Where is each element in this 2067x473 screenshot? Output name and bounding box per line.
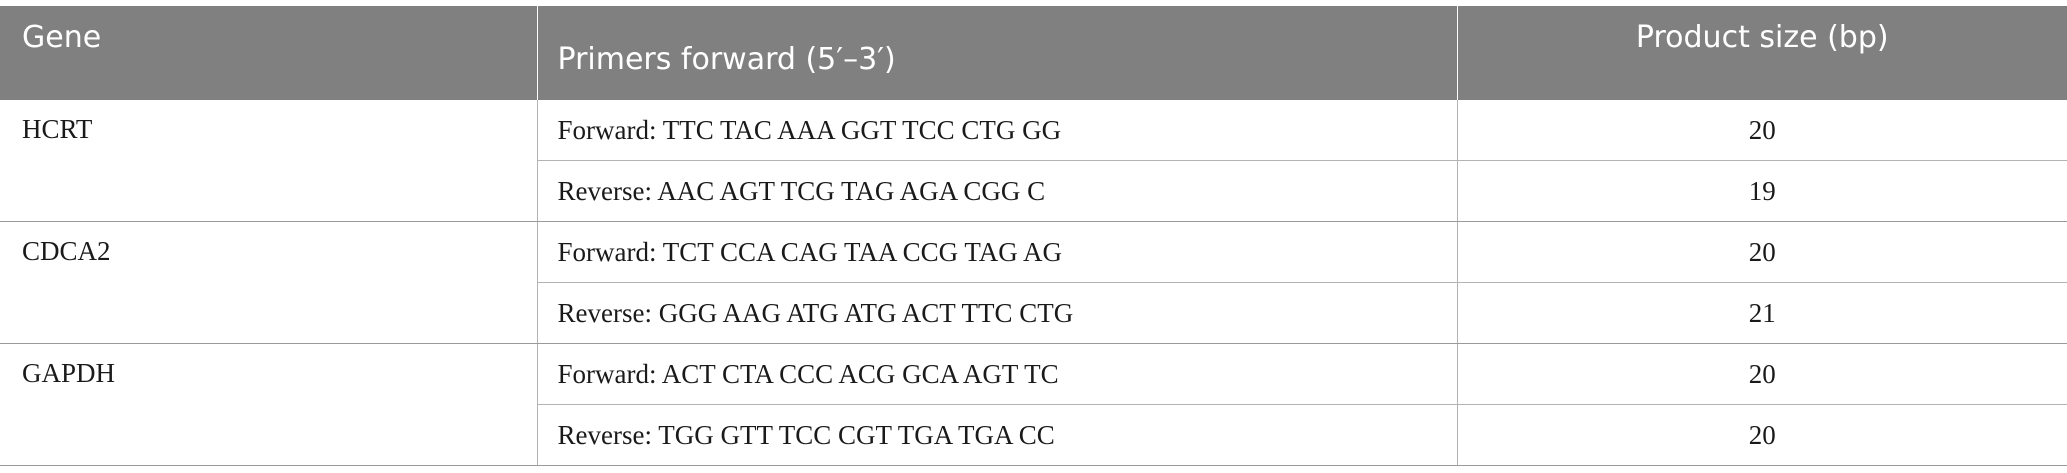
table-row: Reverse: GGG AAG ATG ATG ACT TTC CTG 21 [0, 282, 2067, 344]
header-primers: Primers forward (5′–3′) [536, 6, 1458, 100]
table-row: GAPDH Forward: ACT CTA CCC ACG GCA AGT T… [0, 343, 2067, 466]
primer-table: Gene Primers forward (5′–3′) Product siz… [0, 6, 2067, 466]
table-row: CDCA2 Forward: TCT CCA CAG TAA CCG TAG A… [0, 221, 2067, 344]
size-cell: 20 [1457, 100, 2067, 161]
primer-cell: Reverse: GGG AAG ATG ATG ACT TTC CTG [537, 282, 1458, 344]
size-cell: 20 [1457, 221, 2067, 283]
primer-cell: Forward: TCT CCA CAG TAA CCG TAG AG [537, 221, 1458, 283]
size-cell: 20 [1457, 343, 2067, 405]
gene-cell-gapdh: GAPDH [0, 343, 538, 466]
primer-cell: Forward: ACT CTA CCC ACG GCA AGT TC [537, 343, 1458, 405]
table-row: Reverse: TGG GTT TCC CGT TGA TGA CC 20 [0, 404, 2067, 466]
primer-cell: Forward: TTC TAC AAA GGT TCC CTG GG [537, 100, 1458, 161]
size-cell: 20 [1457, 404, 2067, 466]
primer-table-container: Gene Primers forward (5′–3′) Product siz… [0, 6, 2067, 466]
header-gene: Gene [0, 6, 538, 100]
table-row: Reverse: AAC AGT TCG TAG AGA CGG C 19 [0, 160, 2067, 222]
table-row: HCRT Forward: TTC TAC AAA GGT TCC CTG GG… [0, 100, 2067, 222]
table-header: Gene Primers forward (5′–3′) Product siz… [0, 6, 2067, 100]
size-cell: 21 [1457, 282, 2067, 344]
primer-cell: Reverse: TGG GTT TCC CGT TGA TGA CC [537, 404, 1458, 466]
table-body: HCRT Forward: TTC TAC AAA GGT TCC CTG GG… [0, 100, 2067, 466]
gene-cell-hcrt: HCRT [0, 100, 538, 222]
header-row: Gene Primers forward (5′–3′) Product siz… [0, 6, 2067, 100]
primer-cell: Reverse: AAC AGT TCG TAG AGA CGG C [537, 160, 1458, 222]
header-product-size: Product size (bp) [1456, 6, 2067, 100]
gene-cell-cdca2: CDCA2 [0, 221, 538, 344]
size-cell: 19 [1457, 160, 2067, 222]
